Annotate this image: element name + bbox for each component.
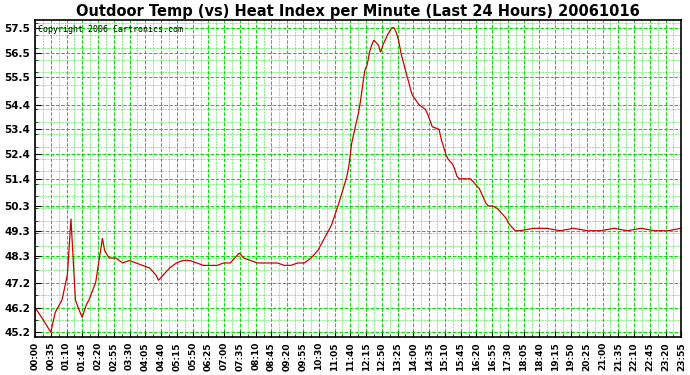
Title: Outdoor Temp (vs) Heat Index per Minute (Last 24 Hours) 20061016: Outdoor Temp (vs) Heat Index per Minute … [77, 4, 640, 19]
Text: Copyright 2006 Cartronics.com: Copyright 2006 Cartronics.com [38, 25, 184, 34]
